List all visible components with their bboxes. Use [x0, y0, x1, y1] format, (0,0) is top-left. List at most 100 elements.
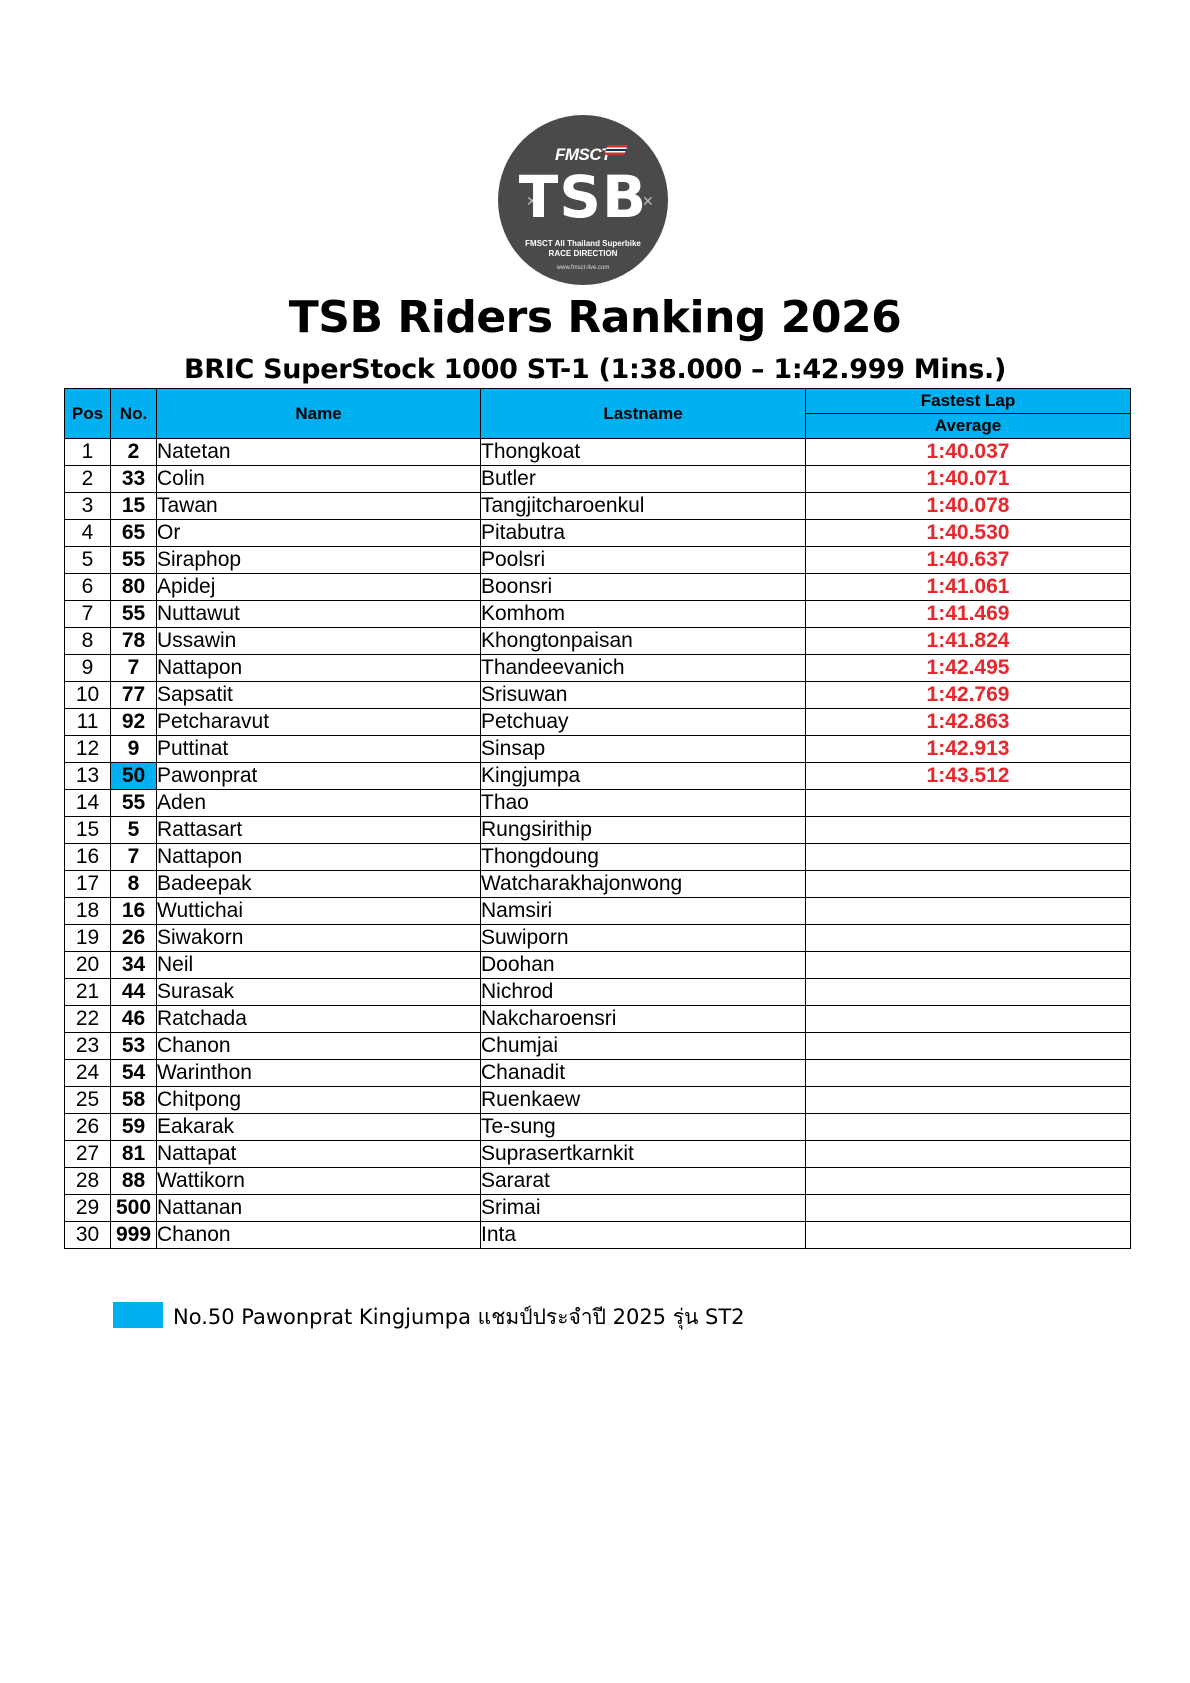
cell-lastname: Nichrod: [480, 978, 806, 1006]
cell-pos: 1: [64, 438, 111, 466]
cell-number: 34: [110, 951, 157, 979]
cell-number: 7: [110, 843, 157, 871]
cell-fastest-lap: 1:42.863: [805, 708, 1131, 736]
cell-fastest-lap: [805, 1140, 1131, 1168]
table-row: 29 500 Nattanan Srimai: [64, 1194, 1131, 1222]
cell-lastname: Chumjai: [480, 1032, 806, 1060]
table-row: 24 54 Warinthon Chanadit: [64, 1059, 1131, 1087]
cell-fastest-lap: 1:43.512: [805, 762, 1131, 790]
table-row: 20 34 Neil Doohan: [64, 951, 1131, 979]
cell-name: Sapsatit: [156, 681, 481, 709]
cell-fastest-lap: [805, 897, 1131, 925]
table-row: 13 50 Pawonprat Kingjumpa 1:43.512: [64, 762, 1131, 790]
cell-lastname: Komhom: [480, 600, 806, 628]
cell-lastname: Khongtonpaisan: [480, 627, 806, 655]
table-row: 14 55 Aden Thao: [64, 789, 1131, 817]
cell-fastest-lap: 1:42.769: [805, 681, 1131, 709]
cell-number: 46: [110, 1005, 157, 1033]
cell-number: 999: [110, 1221, 157, 1249]
table-row: 7 55 Nuttawut Komhom 1:41.469: [64, 600, 1131, 628]
cell-number: 8: [110, 870, 157, 898]
cell-lastname: Kingjumpa: [480, 762, 806, 790]
table-row: 26 59 Eakarak Te-sung: [64, 1113, 1131, 1141]
cell-name: Or: [156, 519, 481, 547]
cell-pos: 10: [64, 681, 111, 709]
cell-lastname: Chanadit: [480, 1059, 806, 1087]
table-row: 8 78 Ussawin Khongtonpaisan 1:41.824: [64, 627, 1131, 655]
cell-name: Puttinat: [156, 735, 481, 763]
cell-lastname: Petchuay: [480, 708, 806, 736]
cell-pos: 28: [64, 1167, 111, 1195]
cell-pos: 5: [64, 546, 111, 574]
cell-name: Aden: [156, 789, 481, 817]
cell-fastest-lap: [805, 789, 1131, 817]
cell-fastest-lap: 1:41.824: [805, 627, 1131, 655]
cell-number: 7: [110, 654, 157, 682]
logo-mark: TSB: [518, 163, 648, 231]
cell-lastname: Nakcharoensri: [480, 1005, 806, 1033]
cell-name: Rattasart: [156, 816, 481, 844]
page-subtitle: BRIC SuperStock 1000 ST-1 (1:38.000 – 1:…: [183, 354, 1007, 385]
cell-fastest-lap: 1:42.913: [805, 735, 1131, 763]
table-row: 11 92 Petcharavut Petchuay 1:42.863: [64, 708, 1131, 736]
cell-name: Eakarak: [156, 1113, 481, 1141]
cell-name: Nattapat: [156, 1140, 481, 1168]
cell-pos: 19: [64, 924, 111, 952]
cell-pos: 17: [64, 870, 111, 898]
cell-number: 2: [110, 438, 157, 466]
cell-lastname: Thongkoat: [480, 438, 806, 466]
cell-fastest-lap: [805, 870, 1131, 898]
table-row: 4 65 Or Pitabutra 1:40.530: [64, 519, 1131, 547]
cell-lastname: Srimai: [480, 1194, 806, 1222]
cell-name: Neil: [156, 951, 481, 979]
cell-pos: 25: [64, 1086, 111, 1114]
cell-lastname: Sararat: [480, 1167, 806, 1195]
cell-pos: 15: [64, 816, 111, 844]
cell-fastest-lap: [805, 843, 1131, 871]
ranking-table: Pos No. Name Lastname Fastest Lap Averag…: [64, 388, 1131, 1249]
table-header: Pos No. Name Lastname Fastest Lap Averag…: [64, 388, 1131, 439]
cell-number: 55: [110, 789, 157, 817]
table-row: 10 77 Sapsatit Srisuwan 1:42.769: [64, 681, 1131, 709]
cell-fastest-lap: 1:41.061: [805, 573, 1131, 601]
cell-lastname: Te-sung: [480, 1113, 806, 1141]
cell-name: Chanon: [156, 1221, 481, 1249]
logo-line-2: RACE DIRECTION: [548, 249, 618, 258]
cell-name: Ratchada: [156, 1005, 481, 1033]
cell-fastest-lap: 1:40.071: [805, 465, 1131, 493]
cell-pos: 7: [64, 600, 111, 628]
cell-number: 59: [110, 1113, 157, 1141]
cell-name: Colin: [156, 465, 481, 493]
logo-badge: FMSCT ✕ TSB ✕ FMSCT All Thailand Superbi…: [498, 115, 668, 285]
cell-lastname: Thandeevanich: [480, 654, 806, 682]
table-row: 9 7 Nattapon Thandeevanich 1:42.495: [64, 654, 1131, 682]
cross-icon: ✕: [526, 193, 538, 209]
cell-number: 92: [110, 708, 157, 736]
cell-fastest-lap: 1:40.037: [805, 438, 1131, 466]
cell-lastname: Inta: [480, 1221, 806, 1249]
cell-pos: 9: [64, 654, 111, 682]
cell-number: 55: [110, 546, 157, 574]
cell-fastest-lap: 1:40.530: [805, 519, 1131, 547]
cell-lastname: Boonsri: [480, 573, 806, 601]
cell-number: 33: [110, 465, 157, 493]
cell-fastest-lap: [805, 1167, 1131, 1195]
table-row: 25 58 Chitpong Ruenkaew: [64, 1086, 1131, 1114]
cell-number: 77: [110, 681, 157, 709]
cell-pos: 3: [64, 492, 111, 520]
cell-fastest-lap: [805, 978, 1131, 1006]
cell-pos: 14: [64, 789, 111, 817]
cell-number: 55: [110, 600, 157, 628]
cell-pos: 21: [64, 978, 111, 1006]
cell-number: 58: [110, 1086, 157, 1114]
cell-pos: 13: [64, 762, 111, 790]
cell-lastname: Srisuwan: [480, 681, 806, 709]
cell-name: Nattanan: [156, 1194, 481, 1222]
cell-name: Nattapon: [156, 654, 481, 682]
table-row: 30 999 Chanon Inta: [64, 1221, 1131, 1249]
cell-lastname: Doohan: [480, 951, 806, 979]
cell-lastname: Thao: [480, 789, 806, 817]
cell-name: Petcharavut: [156, 708, 481, 736]
header-pos: Pos: [64, 388, 111, 439]
cell-lastname: Pitabutra: [480, 519, 806, 547]
